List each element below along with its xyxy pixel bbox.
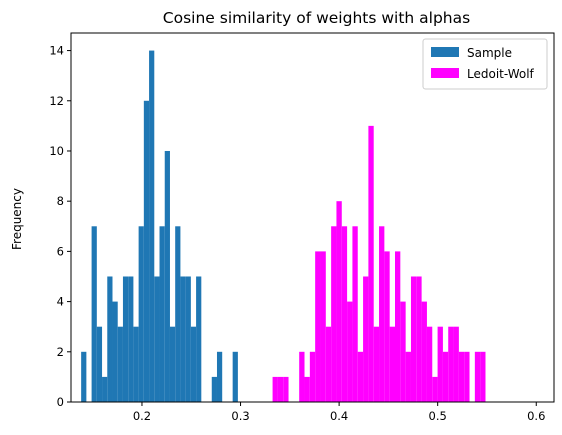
bar-ledoit-wolf-21 (384, 251, 390, 402)
bar-ledoit-wolf-29 (426, 326, 433, 402)
y-tick-label: 10 (49, 144, 64, 158)
x-tick-label: 0.2 (133, 409, 151, 423)
bar-ledoit-wolf-7 (309, 351, 316, 402)
bar-sample-10 (133, 326, 139, 402)
y-tick-label: 4 (57, 295, 64, 309)
bar-sample-18 (175, 226, 181, 402)
y-tick-label: 8 (57, 194, 64, 208)
bar-ledoit-wolf-15 (352, 226, 358, 402)
bar-sample-8 (122, 276, 129, 402)
bar-ledoit-wolf-34 (453, 326, 459, 402)
bar-sample-16 (164, 150, 170, 402)
bar-ledoit-wolf-10 (325, 326, 332, 402)
bar-sample-21 (190, 326, 197, 402)
legend: Sample Ledoit-Wolf (422, 38, 548, 90)
bar-sample-3 (96, 326, 103, 402)
bar-ledoit-wolf-24 (400, 301, 406, 402)
bar-sample-29 (232, 351, 238, 402)
bar-sample-17 (169, 326, 176, 402)
bar-ledoit-wolf-9 (320, 251, 326, 402)
y-tick-label: 12 (49, 94, 64, 108)
bar-ledoit-wolf-30 (432, 376, 438, 402)
plot-frame (70, 32, 555, 403)
bar-ledoit-wolf-28 (421, 301, 427, 402)
bar-ledoit-wolf-16 (357, 351, 364, 402)
y-tick-label: 0 (57, 395, 64, 409)
bar-ledoit-wolf-31 (437, 326, 443, 402)
bar-ledoit-wolf-25 (405, 351, 411, 402)
bar-ledoit-wolf-33 (448, 326, 454, 402)
bar-ledoit-wolf-26 (410, 276, 417, 402)
bar-ledoit-wolf-23 (395, 251, 401, 402)
legend-label-sample: Sample (467, 46, 512, 60)
bar-sample-5 (107, 276, 113, 402)
x-tick-label: 0.5 (429, 409, 447, 423)
bar-ledoit-wolf-11 (331, 226, 337, 402)
bar-ledoit-wolf-8 (315, 251, 321, 402)
legend-swatch-ledoit-wolf (431, 68, 459, 78)
bar-ledoit-wolf-6 (304, 376, 310, 402)
y-tick-label: 2 (57, 345, 64, 359)
bar-ledoit-wolf-20 (379, 226, 385, 402)
bar-sample-9 (128, 276, 134, 402)
bar-ledoit-wolf-18 (368, 125, 374, 402)
bar-sample-4 (102, 376, 108, 402)
bar-sample-11 (138, 226, 144, 402)
bar-sample-13 (149, 50, 155, 402)
bar-ledoit-wolf-14 (347, 301, 353, 402)
bar-ledoit-wolf-13 (341, 226, 348, 402)
bar-ledoit-wolf-35 (458, 351, 465, 402)
bar-sample-19 (180, 276, 186, 402)
chart-title: Cosine similarity of weights with alphas (163, 9, 470, 27)
y-axis-label: Frequency (10, 188, 24, 250)
bar-sample-7 (117, 326, 123, 402)
y-tick-label: 6 (57, 244, 64, 258)
bar-sample-14 (154, 276, 160, 402)
bar-ledoit-wolf-32 (442, 351, 449, 402)
bar-ledoit-wolf-5 (299, 351, 305, 402)
bar-ledoit-wolf-17 (363, 276, 369, 402)
x-tick-label: 0.3 (231, 409, 249, 423)
x-tick-label: 0.4 (330, 409, 348, 423)
y-tick-label: 14 (49, 44, 64, 58)
bar-ledoit-wolf-36 (464, 351, 470, 402)
bar-sample-0 (81, 351, 87, 402)
bar-ledoit-wolf-1 (277, 376, 284, 402)
bar-ledoit-wolf-12 (336, 201, 342, 402)
bar-sample-6 (112, 301, 118, 402)
bar-sample-12 (143, 100, 150, 402)
bar-ledoit-wolf-38 (474, 351, 481, 402)
axes-group: 0.2 0.3 0.4 0.5 0.6 0 2 4 6 8 10 12 14 (49, 32, 555, 423)
bar-sample-22 (196, 276, 202, 402)
bar-sample-15 (159, 226, 165, 402)
bar-ledoit-wolf-19 (373, 326, 380, 402)
bars-group (81, 50, 486, 402)
bar-ledoit-wolf-22 (389, 326, 395, 402)
bar-ledoit-wolf-2 (283, 376, 289, 402)
bar-sample-26 (216, 351, 223, 402)
bar-sample-2 (91, 226, 97, 402)
legend-label-ledoit-wolf: Ledoit-Wolf (467, 67, 535, 81)
bar-ledoit-wolf-0 (272, 376, 278, 402)
bar-ledoit-wolf-27 (416, 276, 422, 402)
legend-swatch-sample (431, 47, 459, 57)
bar-ledoit-wolf-39 (480, 351, 486, 402)
bar-sample-25 (211, 376, 217, 402)
bar-sample-20 (185, 276, 191, 402)
x-tick-label: 0.6 (527, 409, 545, 423)
